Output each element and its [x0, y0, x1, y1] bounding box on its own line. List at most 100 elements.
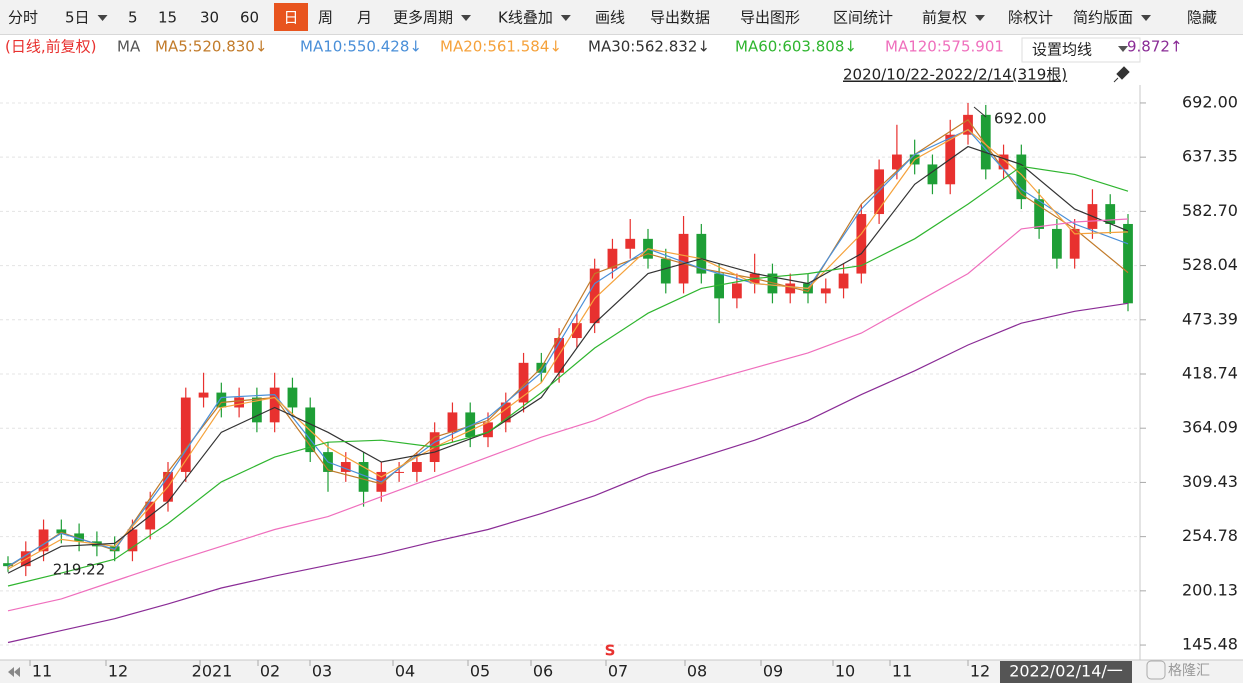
candle-body: [216, 392, 227, 408]
candle-body: [1123, 223, 1133, 304]
ma-line: [7, 165, 1129, 587]
pin-icon[interactable]: [1113, 66, 1130, 83]
dropdown-arrow: [97, 15, 108, 21]
candle-body: [892, 154, 902, 170]
legend-entry[interactable]: MA30:562.832↓: [588, 38, 710, 56]
x-tick-label: 06: [533, 662, 553, 681]
legend-entry[interactable]: 9.872↑: [1127, 38, 1183, 56]
toolbar-item[interactable]: 区间统计: [833, 9, 893, 27]
candle-body: [572, 323, 582, 339]
dropdown-arrow: [560, 15, 571, 21]
toolbar-item[interactable]: 30: [200, 9, 219, 27]
candle-body: [447, 412, 458, 433]
toolbar-item[interactable]: 月: [357, 9, 372, 27]
candle-body: [234, 397, 244, 408]
x-tick-label: 03: [312, 662, 332, 681]
toolbar-item[interactable]: 分时: [8, 9, 38, 27]
toolbar-item[interactable]: 周: [318, 9, 333, 27]
toolbar-item[interactable]: 导出图形: [740, 9, 800, 27]
ma-line: [7, 302, 1129, 644]
candle-body: [340, 462, 351, 472]
candle-body: [3, 563, 13, 567]
y-tick-label: 637.35: [1182, 147, 1238, 166]
ma-setting-button[interactable]: 设置均线: [1032, 41, 1092, 59]
candle-body: [607, 248, 618, 269]
toolbar-item[interactable]: 60: [240, 9, 259, 27]
toolbar-item[interactable]: 5日: [65, 9, 90, 27]
cursor-date-box: [1000, 661, 1132, 683]
y-tick-label: 582.70: [1182, 201, 1238, 220]
x-tick-label: 04: [395, 662, 415, 681]
legend-entry[interactable]: MA60:603.808↓: [735, 38, 857, 56]
toolbar-bg: [0, 0, 1243, 34]
candle-body: [963, 114, 973, 135]
ma-line: [7, 118, 1129, 568]
candle-body: [1016, 154, 1027, 200]
candle-body: [732, 283, 742, 299]
candle-body: [785, 283, 796, 294]
toolbar-item[interactable]: 简约版面: [1073, 9, 1133, 27]
candle-body: [820, 288, 831, 294]
toolbar-item[interactable]: 更多周期: [393, 9, 453, 27]
candle-body: [483, 422, 493, 438]
candle-body: [714, 273, 724, 299]
candle-body: [1052, 228, 1062, 259]
candle-body: [678, 233, 689, 284]
x-tick-label: 02: [260, 662, 280, 681]
toolbar-item[interactable]: 除权计: [1008, 9, 1053, 27]
candle-body: [518, 362, 529, 403]
toolbar-item[interactable]: 15: [158, 9, 177, 27]
candle-body: [465, 412, 476, 438]
cursor-date: 2022/02/14/一: [1009, 662, 1123, 681]
x-tick-label: 11: [32, 662, 52, 681]
annotation-high: 692.00: [994, 109, 1047, 127]
watermark: 格隆汇: [1168, 663, 1210, 679]
candle-body: [358, 462, 369, 492]
y-tick-label: 473.39: [1182, 309, 1238, 328]
legend-period: (日线,前复权): [5, 38, 96, 56]
ma-line: [7, 218, 1129, 612]
toolbar-item[interactable]: 日: [283, 9, 298, 27]
x-tick-label: 08: [687, 662, 707, 681]
candle-body: [838, 273, 849, 289]
candle-body: [1069, 228, 1080, 259]
toolbar-item[interactable]: 隐藏: [1187, 9, 1217, 27]
y-tick-label: 254.78: [1182, 526, 1238, 545]
candle-body: [412, 462, 422, 472]
candle-body: [1034, 199, 1044, 229]
legend-entry[interactable]: MA20:561.584↓: [440, 38, 562, 56]
toolbar-active-bg: [274, 3, 308, 31]
x-tick-label: 2021: [192, 662, 233, 681]
x-tick-label: 12: [970, 662, 990, 681]
legend-entry[interactable]: MA10:550.428↓: [300, 38, 422, 56]
x-tick-label: 05: [470, 662, 490, 681]
toolbar-item[interactable]: 前复权: [922, 9, 967, 27]
y-tick-label: 145.48: [1182, 635, 1238, 654]
candle-body: [589, 268, 600, 324]
dropdown-arrow: [461, 15, 472, 21]
date-range: 2020/10/22-2022/2/14(319根): [843, 66, 1067, 84]
y-tick-label: 309.43: [1182, 472, 1238, 491]
x-tick-label: 10: [835, 662, 855, 681]
toolbar-item[interactable]: 画线: [595, 9, 625, 27]
ma-setting-box[interactable]: [1021, 37, 1141, 63]
legend-entry[interactable]: MA5:520.830↓: [155, 38, 267, 56]
candle-body: [998, 154, 1009, 170]
scroll-left-icon[interactable]: [8, 667, 20, 677]
toolbar-item[interactable]: K线叠加: [498, 9, 553, 27]
annotation-arrow: [973, 106, 987, 118]
candle-body: [767, 273, 778, 294]
y-tick-label: 528.04: [1182, 255, 1238, 274]
toolbar-item[interactable]: 5: [128, 9, 138, 27]
toolbar-border: [0, 34, 1243, 35]
x-tick-label: 09: [763, 662, 783, 681]
legend-ma: MA: [117, 38, 141, 56]
dropdown-arrow: [975, 15, 986, 21]
candle-body: [625, 238, 636, 249]
legend-entry[interactable]: MA120:575.901: [885, 38, 1004, 56]
toolbar-item[interactable]: 导出数据: [650, 9, 710, 27]
candle-body: [180, 397, 191, 472]
dropdown-arrow: [1141, 15, 1152, 21]
candle-body: [660, 258, 671, 284]
